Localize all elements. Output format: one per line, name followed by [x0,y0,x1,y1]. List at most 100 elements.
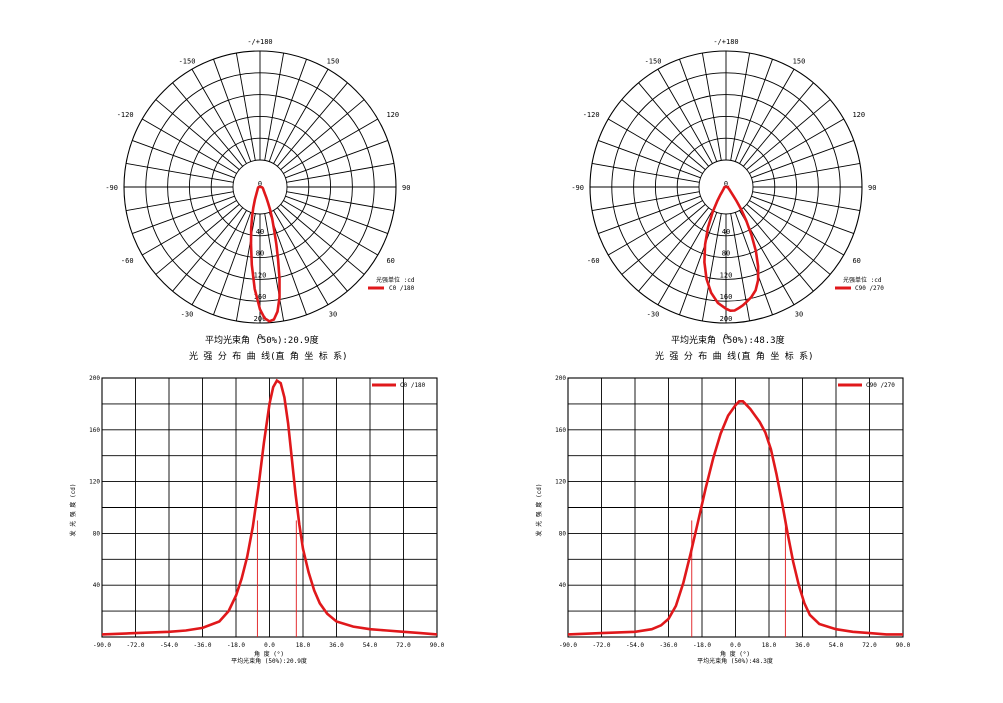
polar-grid [589,50,863,324]
polar-angle-label: -/+180 [247,38,272,46]
cartesian-chart-c90: -90.0 -72.0 -54.0 -36.0 -18.0 0.0 18.0 36.0 54.0… [535,375,911,665]
x-tick-label: -90.0 [559,642,577,649]
polar-angle-label: 120 [386,111,399,119]
x-tick-label: -18.0 [693,642,711,649]
intensity-curve [567,400,903,636]
polar-spoke [638,82,709,167]
x-tick-labels: -90.0 -72.0 -54.0 -36.0 -18.0 0.0 18.0 36.0 54.0… [559,642,911,649]
x-tick-label: -72.0 [126,642,144,649]
polar-spoke [132,140,235,179]
polar-spoke [132,195,235,234]
polar-intensity-curve [703,185,760,313]
x-tick-label: -54.0 [160,642,178,649]
polar-spoke [286,191,395,212]
beam-angle-text: 平均光束角 (50%):20.9度 [231,657,307,665]
x-tick-label: 36.0 [795,642,810,649]
x-tick-label: -54.0 [626,642,644,649]
polar-chart-c90: -/+180 150 -150 120 -120 90 -90 60 -60 30 -30 0 0 40… [571,38,884,362]
y-axis-label: 发 光 强 度 (cd) [535,484,543,537]
polar-angle-label: 0 [724,333,728,341]
polar-spoke [598,140,701,179]
polar-spoke [273,210,329,306]
polar-spoke [285,140,388,179]
polar-spoke [141,118,237,174]
polar-angle-label: 0 [258,333,262,341]
polar-spoke [172,82,243,167]
polar-spoke [598,195,701,234]
y-axis-label: 发 光 强 度 (cd) [69,484,77,537]
polar-radial-label: 80 [256,250,264,258]
polar-spoke [701,52,722,161]
polar-spoke [286,162,395,183]
x-tick-label: 36.0 [329,642,344,649]
y-tick-label: 120 [555,479,566,486]
cartesian-grid [567,377,904,638]
polar-spoke [679,212,718,315]
polar-radial-label: 200 [254,315,267,323]
legend: C0 /180 [372,382,426,389]
caption: 光 强 分 布 曲 线(直 角 坐 标 系) [655,350,814,362]
polar-spoke [749,200,845,256]
y-tick-label: 200 [555,375,566,382]
unit-label: 光强单位 :cd [376,276,415,284]
polar-angle-label: 120 [852,111,865,119]
polar-spoke [283,200,379,256]
y-tick-label: 160 [555,427,566,434]
x-tick-label: -36.0 [193,642,211,649]
polar-spoke [213,212,252,315]
polar-angle-label: -/+180 [713,38,738,46]
polar-angle-label: -30 [181,310,194,318]
polar-angle-label: -30 [647,310,660,318]
polar-spoke [172,207,243,292]
polar-spoke [752,191,861,212]
y-tick-label: 160 [89,427,100,434]
polar-angle-label: -120 [117,111,134,119]
polar-angle-label: 150 [793,58,806,66]
polar-spoke [285,195,388,234]
cartesian-chart-c0: -90.0 -72.0 -54.0 -36.0 -18.0 0.0 18.0 36.0 54.0… [69,375,445,665]
polar-angle-label: -120 [583,111,600,119]
y-tick-labels: 40 80 120 160 200 [555,375,566,589]
polar-spoke [264,52,285,161]
legend-label: C90 /270 [866,382,895,389]
polar-spoke [141,200,237,256]
x-axis-label: 角 度 (°) [720,650,750,658]
polar-angle-label: -90 [571,184,584,192]
polar-spoke [751,140,854,179]
polar-radial-label: 200 [720,315,733,323]
polar-radial-label: 160 [720,293,733,301]
polar-spoke [657,210,713,306]
x-tick-labels: -90.0 -72.0 -54.0 -36.0 -18.0 0.0 18.0 36.0 54.0… [93,642,445,649]
polar-radial-label: 160 [254,293,267,301]
polar-spoke [125,191,234,212]
polar-spoke [701,213,722,322]
polar-spoke [268,59,307,162]
polar-angle-label: -60 [121,257,134,265]
polar-spoke [591,162,700,183]
polar-spoke [125,162,234,183]
polar-spoke [621,204,706,275]
polar-angle-label: 90 [868,184,876,192]
polar-angle-labels: -/+180 150 -150 120 -120 90 -90 60 -60 30 -30 0 [105,38,410,341]
y-tick-label: 80 [93,530,101,537]
polar-angle-labels: -/+180 150 -150 120 -120 90 -90 60 -60 30 -30 0 [571,38,876,341]
polar-spoke [264,213,285,322]
polar-chart-c0: -/+180 150 -150 120 -120 90 -90 60 -60 30 -30 0 0 40… [105,38,414,362]
polar-spoke [621,99,706,170]
x-tick-label: 54.0 [829,642,844,649]
half-max-markers [256,520,297,637]
legend-label: C0 /180 [400,382,426,389]
cartesian-grid [101,377,438,638]
legend-label: C90 /270 [855,285,884,292]
polar-angle-label: 60 [386,257,394,265]
polar-angle-label: 60 [852,257,860,265]
polar-spoke [638,207,709,292]
polar-radial-labels: 0 40 80 120 160 200 [720,180,733,323]
polar-radial-label: 0 [258,180,262,188]
polar-spoke [657,68,713,164]
x-tick-label: -72.0 [592,642,610,649]
x-tick-label: 0.0 [264,642,275,649]
polar-angle-label: 150 [327,58,340,66]
x-axis-label: 角 度 (°) [254,650,284,658]
polar-angle-label: -90 [105,184,118,192]
